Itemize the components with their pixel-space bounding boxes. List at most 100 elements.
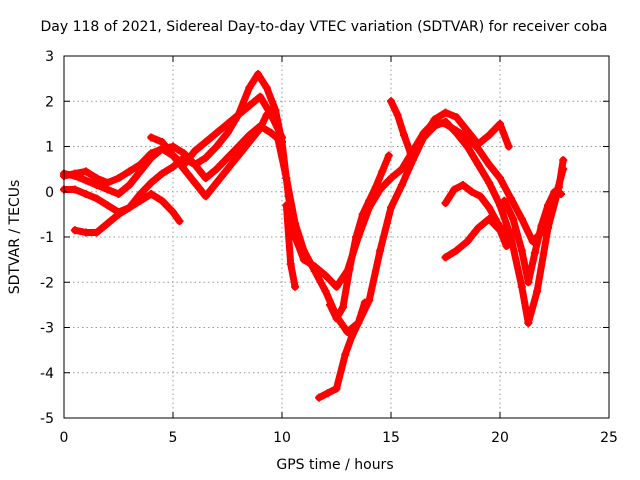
data-point <box>517 214 526 223</box>
data-point <box>360 298 369 307</box>
data-point <box>169 142 177 151</box>
data-point <box>517 282 526 291</box>
y-tick-label: -1 <box>40 230 54 246</box>
data-point <box>175 217 184 226</box>
data-point <box>352 233 361 241</box>
data-point <box>493 219 502 228</box>
data-point <box>343 328 352 337</box>
data-point <box>158 137 167 146</box>
data-point <box>441 117 450 126</box>
data-point <box>400 131 409 140</box>
data-point <box>282 201 291 210</box>
data-series-2 <box>60 70 286 198</box>
data-point <box>245 101 254 110</box>
data-point <box>147 153 156 162</box>
data-point <box>474 160 483 169</box>
data-point <box>81 190 90 199</box>
y-axis-label: SDTVAR / TECUs <box>7 180 23 295</box>
data-point <box>212 165 221 174</box>
data-point <box>158 169 167 178</box>
x-tick-label: 0 <box>60 430 69 446</box>
data-point <box>496 201 504 210</box>
data-point <box>273 133 282 142</box>
data-point <box>485 203 494 212</box>
y-tick-label: -4 <box>40 366 54 382</box>
data-point <box>530 248 539 257</box>
y-tick-label: 0 <box>45 185 54 201</box>
data-point <box>537 221 546 230</box>
axis-ticks <box>63 55 610 419</box>
data-point <box>234 110 243 119</box>
data-point <box>524 278 533 287</box>
data-point <box>496 174 504 183</box>
data-point <box>245 83 254 92</box>
x-axis-label: GPS time / hours <box>276 457 393 473</box>
y-tick-label: -3 <box>40 321 54 337</box>
data-point <box>92 180 101 189</box>
data-point <box>441 108 450 117</box>
data-traces <box>60 70 568 402</box>
data-point <box>103 178 112 187</box>
x-tick-label: 25 <box>600 430 618 446</box>
data-point <box>325 300 334 309</box>
x-tick-label: 10 <box>273 430 291 446</box>
data-point <box>125 180 134 189</box>
data-point <box>256 124 265 133</box>
data-point <box>267 128 276 137</box>
data-point <box>201 192 210 201</box>
data-point <box>371 183 380 192</box>
data-point <box>234 142 243 151</box>
data-point <box>387 203 395 212</box>
data-point <box>310 266 319 275</box>
data-point <box>452 246 461 255</box>
y-tick-label: 3 <box>45 49 54 65</box>
data-point <box>504 142 513 151</box>
data-point <box>387 97 395 106</box>
data-point <box>114 210 123 219</box>
data-point <box>413 144 422 153</box>
data-point <box>92 174 101 183</box>
y-tick-label: 1 <box>45 140 54 156</box>
data-point <box>485 131 494 140</box>
data-series-10 <box>326 152 393 322</box>
data-point <box>201 137 210 146</box>
data-point <box>234 151 243 160</box>
data-point <box>476 192 485 201</box>
data-point <box>212 178 221 187</box>
data-point <box>332 384 341 393</box>
data-point <box>393 110 402 119</box>
x-tick-label: 15 <box>382 430 400 446</box>
data-point <box>321 287 330 296</box>
data-point <box>92 228 101 237</box>
data-point <box>408 156 417 165</box>
data-point <box>323 389 332 398</box>
data-point <box>103 185 112 194</box>
data-series-11 <box>387 97 513 157</box>
data-point <box>70 185 79 194</box>
data-point <box>474 223 483 232</box>
data-point <box>212 142 221 151</box>
data-point <box>502 233 511 241</box>
data-point <box>397 180 406 189</box>
data-point <box>550 187 559 196</box>
data-point <box>397 165 406 174</box>
data-point <box>169 162 177 171</box>
data-series-12 <box>442 215 517 261</box>
data-point <box>223 165 232 174</box>
data-point <box>158 196 167 205</box>
data-point <box>201 153 210 162</box>
data-point <box>387 174 395 183</box>
data-point <box>81 176 90 185</box>
data-point <box>190 160 199 169</box>
data-point <box>430 115 439 124</box>
data-point <box>321 271 330 280</box>
data-point <box>169 151 177 160</box>
data-point <box>406 149 415 158</box>
data-point <box>92 194 101 203</box>
data-point <box>223 128 232 137</box>
data-point <box>345 264 354 273</box>
data-point <box>458 180 467 189</box>
y-tick-label: 2 <box>45 94 54 110</box>
data-point <box>103 219 112 228</box>
